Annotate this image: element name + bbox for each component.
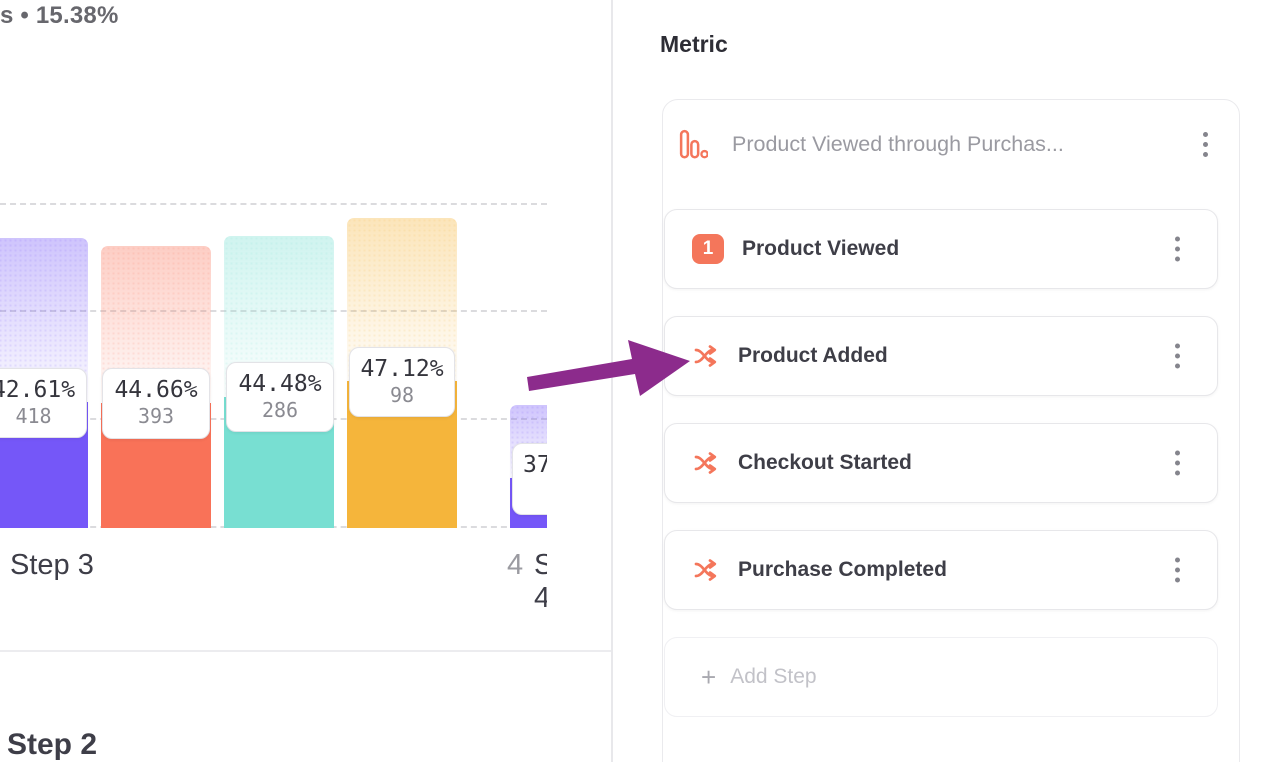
- value-label: 47.12% 98: [349, 347, 455, 417]
- step-number-badge: 1: [692, 234, 724, 264]
- step-label: Purchase Completed: [738, 558, 947, 581]
- conversion-count: 393: [137, 404, 175, 428]
- funnel-plot: 42.61% 418 44.66% 393 44.48% 286 47.12% 98 37 Ste…: [0, 0, 547, 650]
- step-row-product-added[interactable]: Product Added: [664, 316, 1218, 396]
- gridline: [0, 310, 547, 312]
- metric-section-title: Metric: [660, 31, 728, 57]
- metric-card: Product Viewed through Purchas... 1 Prod…: [662, 99, 1240, 762]
- value-label: 42.61% 418: [0, 368, 87, 438]
- conversion-pct: 37: [523, 452, 547, 478]
- conversion-pct: 47.12%: [360, 356, 444, 382]
- metric-panel: Metric Product Viewed through Purchas...…: [613, 0, 1264, 762]
- conversion-count: 286: [261, 398, 299, 422]
- funnel-chart-icon: [679, 129, 708, 159]
- plus-icon: +: [701, 662, 717, 692]
- value-label: 37: [512, 443, 547, 515]
- step2-heading: Step 2: [7, 728, 98, 761]
- kebab-menu-icon[interactable]: [1172, 234, 1183, 265]
- axis-step-name: Step 3: [10, 549, 94, 581]
- step-label: Checkout Started: [738, 451, 912, 474]
- shuffle-icon: [694, 559, 717, 581]
- axis-step-number: 4: [507, 549, 524, 581]
- step-row-product-viewed[interactable]: 1 Product Viewed: [664, 209, 1218, 289]
- conversion-count: 418: [15, 404, 52, 428]
- conversion-pct: 42.61%: [0, 377, 76, 403]
- step-row-purchase-completed[interactable]: Purchase Completed: [664, 530, 1218, 610]
- shuffle-icon: [694, 345, 717, 367]
- conversion-pct: 44.48%: [238, 371, 322, 397]
- value-label: 44.66% 393: [102, 368, 210, 439]
- step-row-checkout-started[interactable]: Checkout Started: [664, 423, 1218, 503]
- step-label: Product Added: [738, 344, 888, 367]
- kebab-menu-icon[interactable]: [1200, 129, 1211, 160]
- kebab-menu-icon[interactable]: [1172, 555, 1183, 586]
- metric-selector[interactable]: Product Viewed through Purchas...: [663, 100, 1239, 188]
- conversion-pct: 44.66%: [114, 377, 198, 403]
- value-label: 44.48% 286: [226, 362, 334, 432]
- shuffle-icon: [694, 452, 717, 474]
- kebab-menu-icon[interactable]: [1172, 341, 1183, 372]
- step-label: Product Viewed: [742, 237, 900, 260]
- add-step-label: Add Step: [730, 665, 817, 688]
- axis-step-name: Step 4: [534, 549, 547, 614]
- conversion-count: 98: [389, 383, 415, 407]
- add-step-button[interactable]: + Add Step: [664, 637, 1218, 717]
- kebab-menu-icon[interactable]: [1172, 448, 1183, 479]
- section-divider: [0, 650, 612, 652]
- metric-title: Product Viewed through Purchas...: [732, 131, 1064, 156]
- header-stat: s • 15.38%: [0, 2, 119, 29]
- gridline: [0, 203, 547, 205]
